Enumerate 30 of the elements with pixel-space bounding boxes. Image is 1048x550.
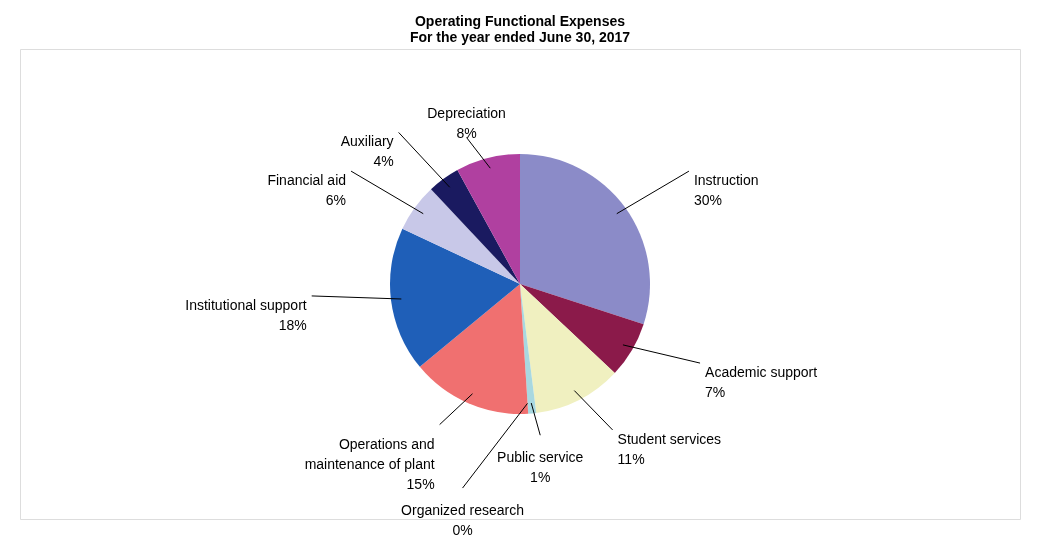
data-label: 6% bbox=[325, 192, 347, 209]
data-label: 30% bbox=[693, 192, 722, 209]
data-label: 1% bbox=[530, 469, 551, 486]
slice-label: Auxiliary bbox=[340, 133, 394, 150]
text: Operating Functional Expenses bbox=[414, 13, 626, 29]
slice-label: Depreciation bbox=[427, 105, 506, 122]
slice-label: Student services bbox=[617, 430, 722, 447]
slice-label: Public service bbox=[497, 449, 584, 466]
slice-label: Academic support bbox=[705, 364, 818, 381]
pie-slice bbox=[520, 284, 615, 413]
pie-slice bbox=[402, 189, 520, 284]
slice-label: Financial aid bbox=[267, 172, 347, 189]
pie-slice bbox=[520, 284, 644, 373]
pie-slice bbox=[520, 154, 650, 325]
pie-slice bbox=[419, 284, 529, 414]
data-label: 4% bbox=[373, 153, 394, 170]
pie-slice bbox=[457, 154, 520, 284]
data-label: 18% bbox=[278, 316, 307, 333]
pie-slice bbox=[431, 170, 520, 284]
data-label: 11% bbox=[617, 450, 645, 467]
slice-label: Instruction bbox=[693, 172, 759, 189]
slice-label: Operations and maintenance of plant bbox=[304, 435, 435, 472]
data-label: 7% bbox=[705, 384, 726, 401]
category-label: Organized research bbox=[401, 502, 525, 519]
text: For the year ended June 30, 2017 bbox=[409, 29, 631, 45]
text: 0% bbox=[452, 522, 473, 539]
pie-slice bbox=[390, 228, 520, 367]
data-label: 15% bbox=[406, 475, 435, 492]
slice-label: Institutional support bbox=[185, 296, 307, 313]
data-label: 8% bbox=[456, 125, 477, 142]
